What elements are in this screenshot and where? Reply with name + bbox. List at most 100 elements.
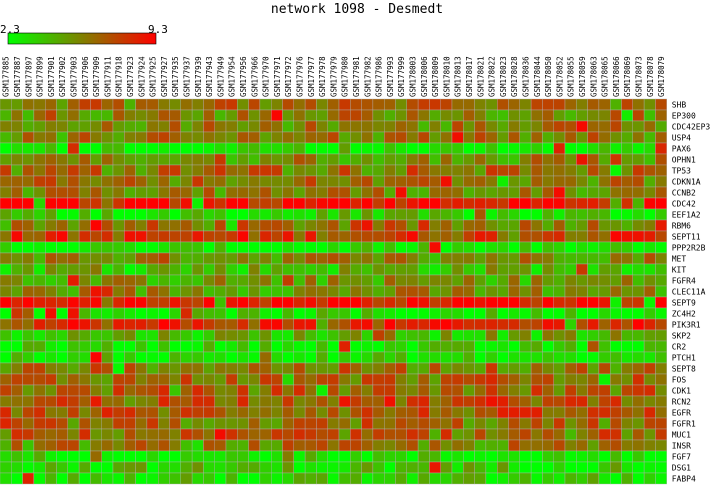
heatmap-cell: [542, 340, 554, 353]
heatmap-cell: [169, 186, 182, 199]
heatmap-cell: [135, 340, 148, 353]
heatmap-cell: [225, 263, 238, 276]
heatmap-cell: [112, 186, 125, 199]
heatmap-cell: [214, 428, 227, 441]
heatmap-cell: [598, 175, 611, 188]
heatmap-cell: [542, 384, 554, 397]
heatmap-cell: [22, 274, 35, 287]
heatmap-cell: [632, 395, 645, 408]
heatmap-cell: [203, 142, 215, 155]
heatmap-cell: [564, 197, 577, 210]
heatmap-cell: [632, 274, 645, 287]
heatmap-cell: [530, 384, 543, 397]
heatmap-cell: [530, 461, 543, 474]
heatmap-cell: [0, 120, 12, 133]
heatmap-cell: [508, 406, 521, 419]
heatmap-cell: [632, 120, 645, 133]
heatmap-cell: [350, 472, 362, 485]
heatmap-cell: [67, 263, 80, 276]
heatmap-cell: [248, 351, 261, 364]
heatmap-cell: [564, 395, 577, 408]
heatmap-cell: [395, 318, 408, 331]
heatmap-cell: [598, 131, 611, 144]
heatmap-cell: [135, 252, 148, 265]
heatmap-cell: [485, 340, 498, 353]
heatmap-cell: [327, 329, 340, 342]
heatmap-cell: [338, 208, 351, 221]
heatmap-cell: [530, 318, 543, 331]
heatmap-cell: [0, 230, 12, 243]
heatmap-cell: [474, 373, 487, 386]
heatmap-cell: [350, 340, 362, 353]
heatmap-cell: [293, 329, 306, 342]
heatmap-cell: [564, 142, 577, 155]
heatmap-cell: [553, 340, 566, 353]
heatmap-cell: [508, 439, 521, 452]
heatmap-cell: [587, 186, 600, 199]
heatmap-cell: [203, 450, 215, 463]
heatmap-cell: [643, 296, 656, 309]
heatmap-cell: [542, 219, 554, 232]
row-label: MET: [672, 255, 687, 264]
heatmap-cell: [576, 439, 588, 452]
heatmap-cell: [135, 307, 148, 320]
heatmap-cell: [587, 109, 600, 122]
heatmap-cell: [146, 197, 159, 210]
heatmap-cell: [451, 329, 464, 342]
heatmap-cell: [519, 472, 532, 485]
heatmap-cell: [56, 241, 69, 254]
heatmap-cell: [316, 384, 328, 397]
heatmap-cell: [643, 417, 656, 430]
heatmap-cell: [56, 263, 69, 276]
heatmap-cell: [304, 252, 317, 265]
heatmap-cell: [463, 450, 475, 463]
heatmap-cell: [214, 417, 227, 430]
heatmap-cell: [237, 340, 249, 353]
heatmap-cell: [112, 395, 125, 408]
heatmap-cell: [11, 208, 23, 221]
column-label: GSM177903: [69, 56, 78, 97]
heatmap-cell: [587, 164, 600, 177]
row-label: CDKN1A: [672, 178, 701, 187]
heatmap-cell: [361, 263, 374, 276]
heatmap-cell: [564, 318, 577, 331]
heatmap-cell: [384, 109, 396, 122]
heatmap-cell: [361, 252, 374, 265]
heatmap-cell: [406, 274, 419, 287]
heatmap-cell: [124, 109, 136, 122]
heatmap-cell: [293, 208, 306, 221]
heatmap-cell: [203, 406, 215, 419]
heatmap-cell: [598, 252, 611, 265]
heatmap-cell: [474, 351, 487, 364]
heatmap-cell: [225, 340, 238, 353]
heatmap-cell: [610, 351, 622, 364]
heatmap-cell: [203, 329, 215, 342]
heatmap-cell: [621, 472, 634, 485]
heatmap-cell: [146, 329, 159, 342]
heatmap-cell: [610, 131, 622, 144]
heatmap-cell: [451, 362, 464, 375]
heatmap-cell: [553, 329, 566, 342]
heatmap-cell: [11, 384, 23, 397]
heatmap-cell: [553, 307, 566, 320]
heatmap-cell: [576, 120, 588, 133]
heatmap-cell: [90, 120, 102, 133]
heatmap-cell: [259, 109, 272, 122]
heatmap-cell: [655, 373, 667, 386]
heatmap-cell: [180, 472, 193, 485]
heatmap-cell: [406, 439, 419, 452]
heatmap-cell: [237, 296, 249, 309]
row-label: EEF1A2: [672, 211, 701, 220]
heatmap-cell: [157, 450, 170, 463]
heatmap-cell: [146, 241, 159, 254]
heatmap-cell: [293, 395, 306, 408]
heatmap-cell: [610, 186, 622, 199]
heatmap-cell: [440, 318, 453, 331]
heatmap-cell: [417, 285, 430, 298]
heatmap-cell: [78, 461, 91, 474]
heatmap-cell: [56, 208, 69, 221]
heatmap-cell: [316, 164, 328, 177]
column-label: GSM177979: [329, 56, 338, 97]
heatmap-cell: [225, 186, 238, 199]
heatmap-cell: [293, 307, 306, 320]
